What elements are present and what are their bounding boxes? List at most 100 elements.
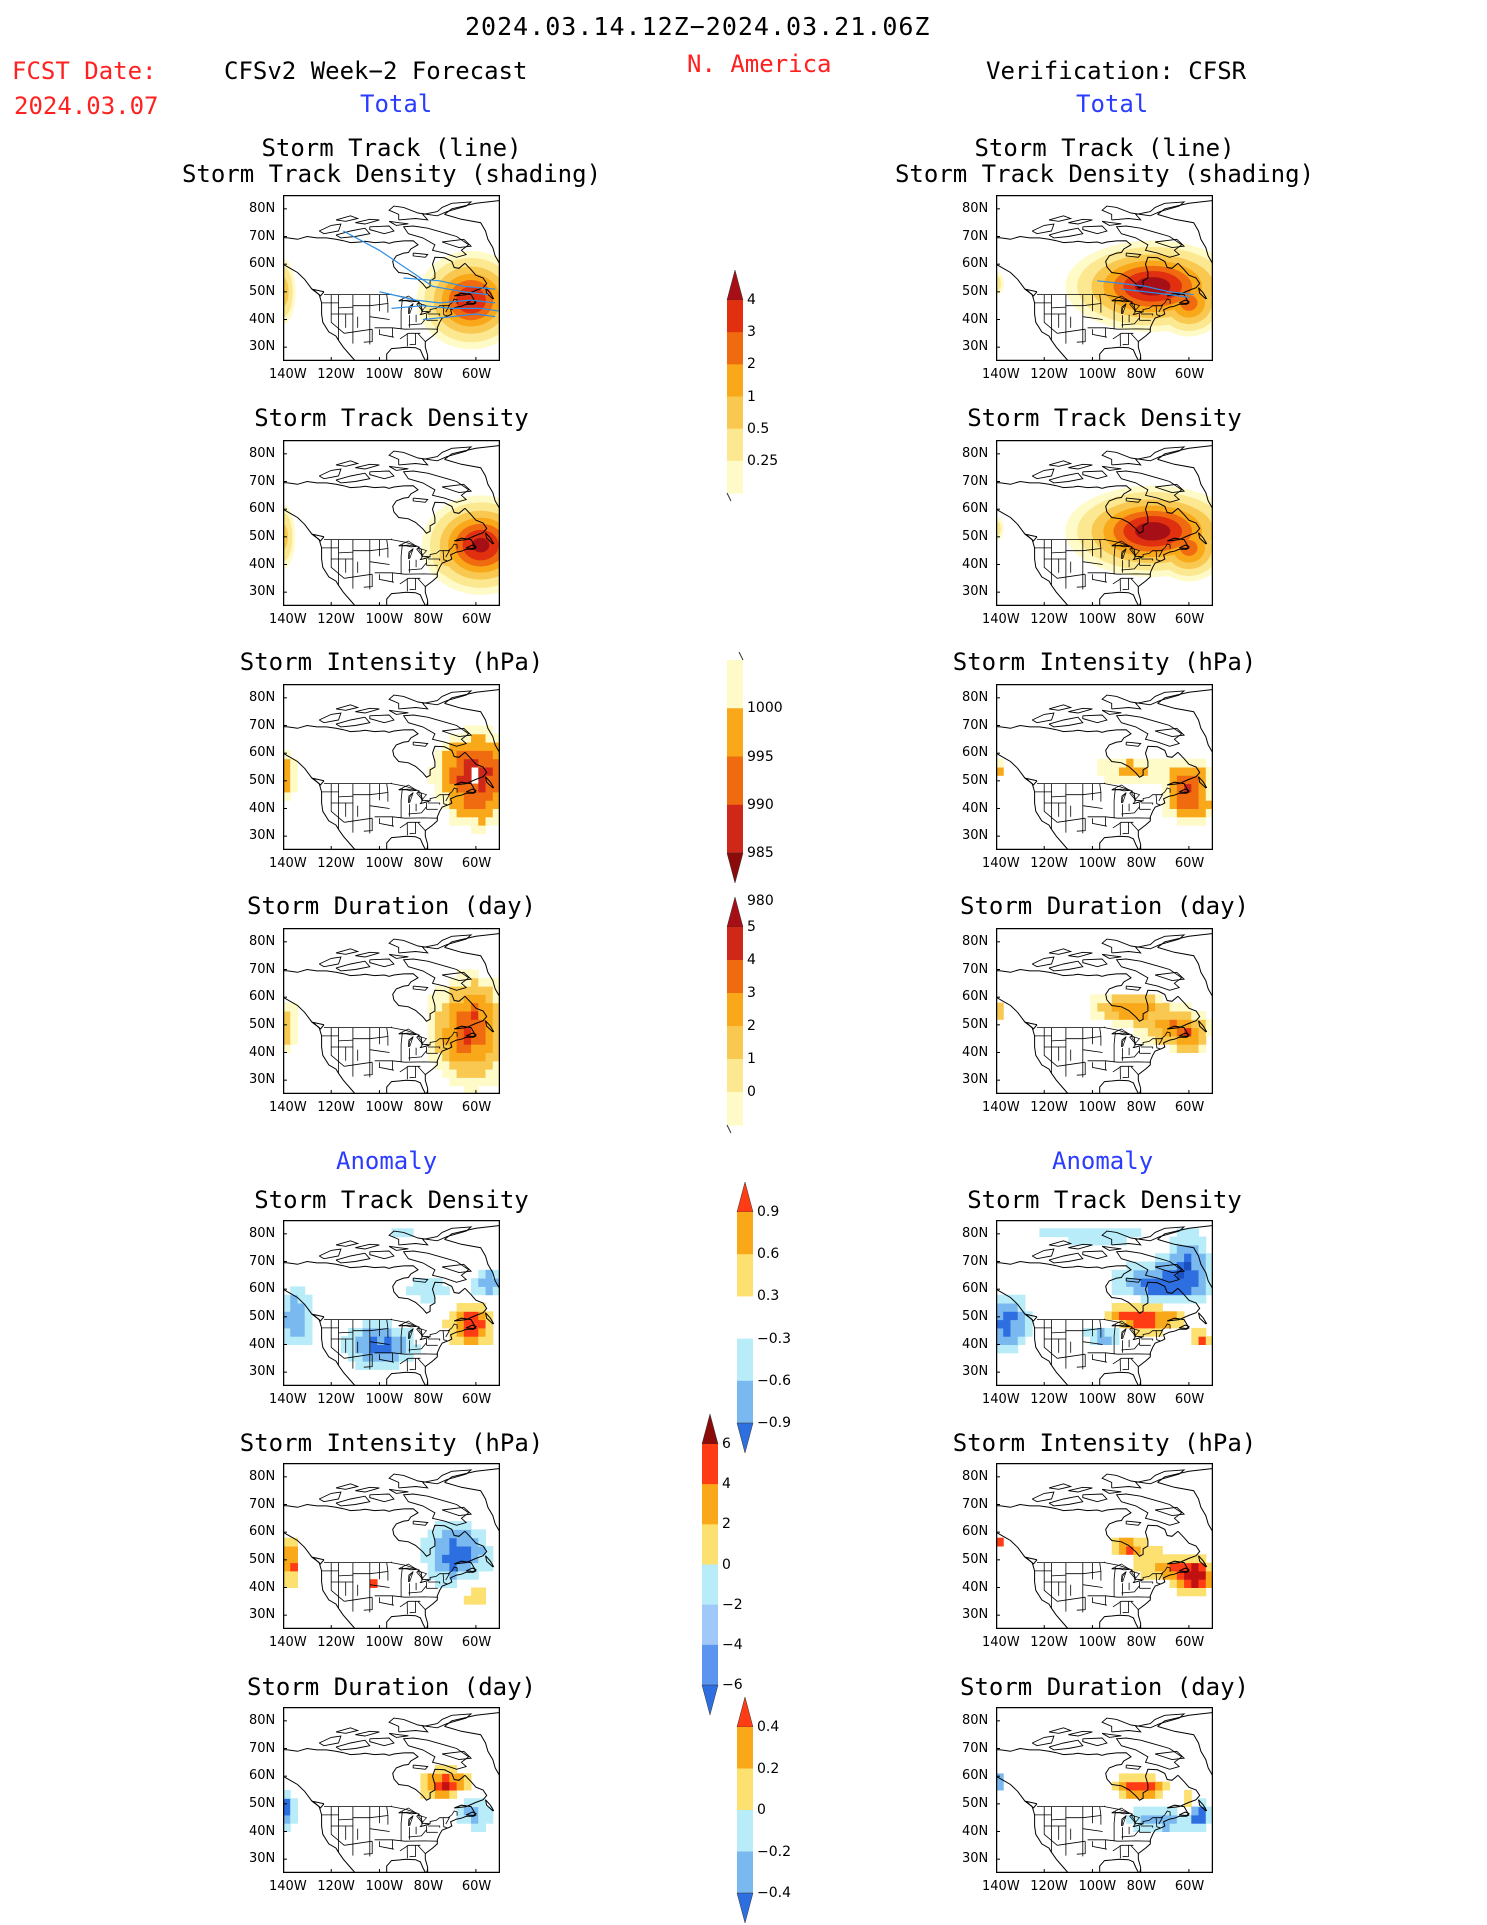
right-panel-1-title: Storm Track Density xyxy=(967,404,1242,432)
colorbar-anom_duration-label: −0.4 xyxy=(757,1885,791,1901)
region-label: N. America xyxy=(687,50,832,78)
colorbar-anom_duration-label: 0.2 xyxy=(757,1760,780,1777)
lat-tick-label: 80N xyxy=(962,1225,989,1241)
lat-tick-label: 80N xyxy=(962,1468,989,1484)
lat-tick-label: 60N xyxy=(962,1281,989,1297)
lat-tick-label: 30N xyxy=(962,1851,989,1867)
lat-tick-label: 80N xyxy=(249,689,276,705)
colorbar-anom_duration-label: −0.2 xyxy=(757,1843,791,1860)
right-map-density xyxy=(996,440,1213,606)
colorbar-anom_density-label: 0.9 xyxy=(757,1204,780,1220)
left-map-anom_duration xyxy=(283,1707,500,1873)
lat-tick-label: 30N xyxy=(249,1851,276,1867)
colorbar-anom_density-label: −0.3 xyxy=(757,1330,791,1347)
colorbar-anom_intensity xyxy=(701,1413,719,1716)
lon-tick-label: 120W xyxy=(317,1635,355,1650)
lon-tick-label: 140W xyxy=(269,612,307,627)
colorbar-anom_intensity-label: −6 xyxy=(722,1677,743,1693)
colorbar-duration-label: 2 xyxy=(747,1018,756,1034)
right-panel-5-title: Storm Intensity (hPa) xyxy=(952,1429,1257,1457)
lat-tick-label: 50N xyxy=(249,1016,276,1032)
right-panel-4-title: Storm Track Density xyxy=(967,1186,1242,1214)
lat-tick-label: 40N xyxy=(249,1044,276,1060)
lon-tick-label: 100W xyxy=(1078,1879,1117,1894)
lat-tick-label: 70N xyxy=(249,1253,276,1269)
forecast-column-title: CFSv2 Week−2 Forecast xyxy=(224,57,528,85)
lat-tick-label: 50N xyxy=(249,1551,276,1567)
right-panel-6-title: Storm Duration (day) xyxy=(960,1673,1249,1701)
colorbar-anom_intensity-label: 4 xyxy=(722,1476,731,1493)
lon-tick-label: 80W xyxy=(413,1879,444,1894)
lat-tick-label: 40N xyxy=(249,1579,276,1595)
lon-tick-label: 60W xyxy=(461,1879,492,1894)
lon-tick-label: 60W xyxy=(1174,856,1205,871)
left-total-label: Total xyxy=(360,90,433,118)
left-panel-2-title: Storm Intensity (hPa) xyxy=(239,648,544,676)
lat-tick-label: 40N xyxy=(962,1823,989,1839)
right-panel-2-title: Storm Intensity (hPa) xyxy=(952,648,1257,676)
lat-tick-label: 60N xyxy=(962,1524,989,1540)
colorbar-duration-label: 0 xyxy=(747,1084,756,1100)
lon-tick-label: 140W xyxy=(269,1100,307,1115)
fcst-date-label: FCST Date: xyxy=(12,57,157,85)
lat-tick-label: 80N xyxy=(249,1225,276,1241)
lon-tick-label: 60W xyxy=(461,1100,492,1115)
lon-tick-label: 80W xyxy=(413,1100,444,1115)
lat-tick-label: 70N xyxy=(249,1740,276,1756)
lon-tick-label: 140W xyxy=(982,1392,1020,1407)
lat-tick-label: 30N xyxy=(962,1072,989,1088)
lon-tick-label: 80W xyxy=(1126,1392,1157,1407)
lat-tick-label: 60N xyxy=(962,256,989,272)
lat-tick-label: 50N xyxy=(962,1016,989,1032)
lon-tick-label: 60W xyxy=(1174,1392,1205,1407)
right-anomaly-label: Anomaly xyxy=(1052,1147,1154,1175)
lat-tick-label: 40N xyxy=(962,311,989,327)
lon-tick-label: 80W xyxy=(1126,1879,1157,1894)
colorbar-duration-label: 4 xyxy=(747,952,756,968)
lon-tick-label: 60W xyxy=(461,856,492,871)
lon-tick-label: 80W xyxy=(1126,856,1157,871)
lon-tick-label: 60W xyxy=(1174,1635,1205,1650)
lon-tick-label: 140W xyxy=(982,1100,1020,1115)
lon-tick-label: 120W xyxy=(317,1100,355,1115)
colorbar-anom_intensity-label: −2 xyxy=(722,1596,743,1613)
left-map-anom_density xyxy=(283,1220,500,1386)
lat-tick-label: 40N xyxy=(249,556,276,572)
colorbar-duration-label: 1 xyxy=(747,1051,756,1067)
lon-tick-label: 120W xyxy=(1030,1100,1068,1115)
colorbar-density-label: 1 xyxy=(747,388,756,405)
lon-tick-label: 120W xyxy=(317,1392,355,1407)
lat-tick-label: 70N xyxy=(249,1496,276,1512)
lon-tick-label: 60W xyxy=(1174,1879,1205,1894)
right-map-density_track xyxy=(996,195,1213,361)
left-panel-3-title: Storm Duration (day) xyxy=(247,892,536,920)
lon-tick-label: 100W xyxy=(365,856,404,871)
left-panel-6-title: Storm Duration (day) xyxy=(247,1673,536,1701)
lat-tick-label: 30N xyxy=(249,1364,276,1380)
lat-tick-label: 50N xyxy=(962,1551,989,1567)
lat-tick-label: 60N xyxy=(962,501,989,517)
lat-tick-label: 80N xyxy=(962,200,989,216)
lon-tick-label: 80W xyxy=(1126,1635,1157,1650)
lat-tick-label: 70N xyxy=(962,717,989,733)
lon-tick-label: 100W xyxy=(1078,612,1117,627)
lat-tick-label: 70N xyxy=(962,1496,989,1512)
colorbar-density xyxy=(726,269,744,502)
colorbar-anom_duration-label: 0 xyxy=(757,1802,766,1818)
lat-tick-label: 70N xyxy=(249,473,276,489)
lat-tick-label: 30N xyxy=(249,828,276,844)
lat-tick-label: 60N xyxy=(249,256,276,272)
lat-tick-label: 40N xyxy=(249,1336,276,1352)
lon-tick-label: 140W xyxy=(269,367,307,382)
lat-tick-label: 70N xyxy=(249,228,276,244)
lat-tick-label: 60N xyxy=(249,501,276,517)
lat-tick-label: 30N xyxy=(249,339,276,355)
colorbar-density-label: 0.25 xyxy=(747,452,779,469)
lat-tick-label: 70N xyxy=(962,961,989,977)
lat-tick-label: 40N xyxy=(962,1336,989,1352)
lat-tick-label: 50N xyxy=(962,1795,989,1811)
right-map-anom_duration xyxy=(996,1707,1213,1873)
lon-tick-label: 140W xyxy=(269,856,307,871)
colorbar-anom_intensity-label: 2 xyxy=(722,1516,731,1533)
lat-tick-label: 40N xyxy=(249,800,276,816)
